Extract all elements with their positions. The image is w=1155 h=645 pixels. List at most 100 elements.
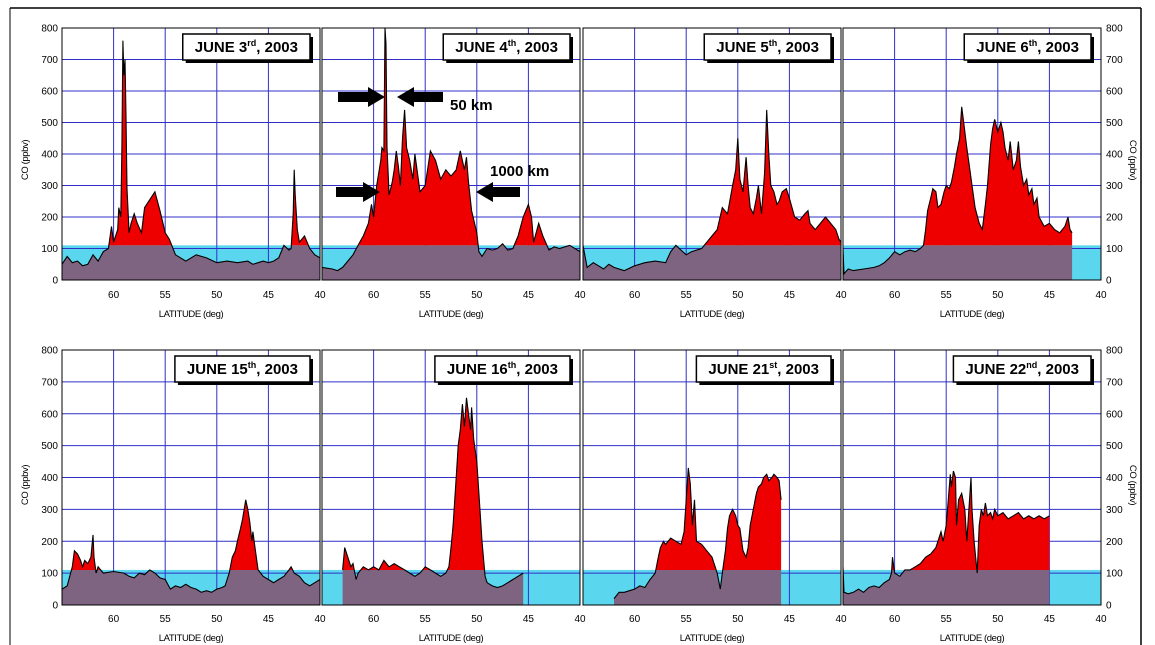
x-axis-label: LATITUDE (deg) [419,309,484,320]
x-tick-label: 60 [108,614,120,625]
y-tick-label-left: 100 [41,244,58,255]
panel-7: 60 55 50 45 40 LATITUDE (deg) JUNE 21st, 2003 [582,349,847,644]
x-tick-label: 60 [108,290,120,301]
background-co-area [342,569,524,605]
panel-title: JUNE 15th, 2003 [174,355,313,385]
x-tick-label: 50 [732,614,744,625]
y-tick-label-right: 0 [1106,276,1112,287]
x-axis-label: LATITUDE (deg) [940,309,1005,320]
panel-title-box [703,33,832,61]
x-tick-label: 60 [629,614,641,625]
y-tick-label-right: 400 [1106,150,1123,161]
panel-2: 60 55 50 45 40 LATITUDE (deg) JUNE 4th, 2003 [321,27,586,320]
y-axis-label-right-bottom: CO (ppbv) [1127,465,1138,505]
series-area [843,470,1050,605]
x-tick-label: 55 [681,614,693,625]
co-series-line [843,470,1050,595]
series-area [583,109,841,280]
x-tick-label: 55 [681,290,693,301]
x-tick-label: 50 [992,290,1004,301]
y-tick-label-right: 600 [1106,87,1123,98]
annotation-1000km-label: 1000 km [490,163,549,180]
x-tick-label: 50 [471,290,483,301]
series-area [62,40,320,280]
y-tick-label-right: 400 [1106,473,1123,484]
x-axis-label: LATITUDE (deg) [680,633,745,644]
enhanced-co-area [583,109,841,246]
y-tick-label-right: 600 [1106,409,1123,420]
y-tick-label-left: 800 [41,24,58,35]
x-tick-label: 60 [368,614,380,625]
background-co-area [62,569,320,605]
y-tick-label-right: 0 [1106,601,1112,612]
y-tick-label-left: 500 [41,441,58,452]
y-tick-label-right: 800 [1106,346,1123,357]
panel-frame [321,27,581,281]
x-tick-label: 60 [889,290,901,301]
y-axis-label-left-bottom: CO (ppbv) [20,465,31,505]
y-tick-label-left: 700 [41,377,58,388]
series-area [62,499,320,605]
co-series-line [322,28,580,272]
x-tick-label: 50 [732,290,744,301]
panel-title-text: JUNE 21st, 2003 [708,360,819,378]
annotation-50km-label: 50 km [450,97,493,114]
y-axis-label-left-top: CO (ppbv) [20,140,31,180]
panel-title-text: JUNE 6th, 2003 [976,38,1079,56]
x-tick-label: 50 [471,614,483,625]
panel-title-box [695,355,832,383]
x-tick-label: 55 [420,614,432,625]
series-area [342,397,524,605]
enhanced-co-area [923,106,1073,246]
co-series-line [583,109,841,272]
panel-frame [842,27,1102,281]
panel-title: JUNE 21st, 2003 [695,355,834,385]
y-tick-label-left: 400 [41,473,58,484]
x-tick-label: 55 [941,290,953,301]
x-tick-label: 50 [211,614,223,625]
co-series-line [843,106,1073,276]
x-axis-label: LATITUDE (deg) [419,633,484,644]
y-tick-label-left: 200 [41,537,58,548]
y-tick-label-right: 700 [1106,377,1123,388]
panel-title-box [174,355,311,383]
x-tick-label: 45 [1044,290,1056,301]
background-co-area [322,245,580,280]
y-tick-label-left: 300 [41,181,58,192]
x-tick-label: 60 [629,290,641,301]
x-tick-label: 45 [523,290,535,301]
x-tick-label: 45 [1044,614,1056,625]
x-tick-label: 45 [263,614,275,625]
enhanced-co-area [358,28,570,246]
x-tick-label: 55 [941,614,953,625]
panel-frame [842,349,1102,606]
x-tick-label: 40 [835,614,847,625]
panel-title-text: JUNE 5th, 2003 [716,38,819,56]
background-co-area [843,245,1073,280]
panel-title-box [434,355,571,383]
panel-5: 60 55 50 45 40 LATITUDE (deg) 0 100 200 300 400 500… [41,346,326,645]
panel-title-box [182,33,311,61]
x-tick-label: 45 [784,614,796,625]
y-axis-label-right-top: CO (ppbv) [1127,140,1138,180]
x-axis-label: LATITUDE (deg) [680,309,745,320]
panel-title-text: JUNE 4th, 2003 [455,38,558,56]
y-tick-label-right: 200 [1106,213,1123,224]
co-series-line [613,467,782,599]
y-tick-label-right: 100 [1106,244,1123,255]
y-tick-label-right: 500 [1106,118,1123,129]
x-tick-label: 55 [160,290,172,301]
annotation-50km: 50 km [338,87,493,114]
panel-title-text: JUNE 3rd, 2003 [195,38,298,56]
panel-frame [61,349,321,606]
series-area [613,467,782,605]
x-tick-label: 55 [420,290,432,301]
panel-1: 60 55 50 45 40 LATITUDE (deg) 0 100 200 300 400 500… [41,24,326,321]
panel-title: JUNE 22nd, 2003 [952,355,1094,385]
series-area [322,28,580,280]
x-tick-label: 50 [992,614,1004,625]
y-tick-label-left: 800 [41,346,58,357]
panel-3: 60 55 50 45 40 LATITUDE (deg) JUNE 5th, 2003 [582,27,847,320]
x-tick-label: 40 [574,614,586,625]
